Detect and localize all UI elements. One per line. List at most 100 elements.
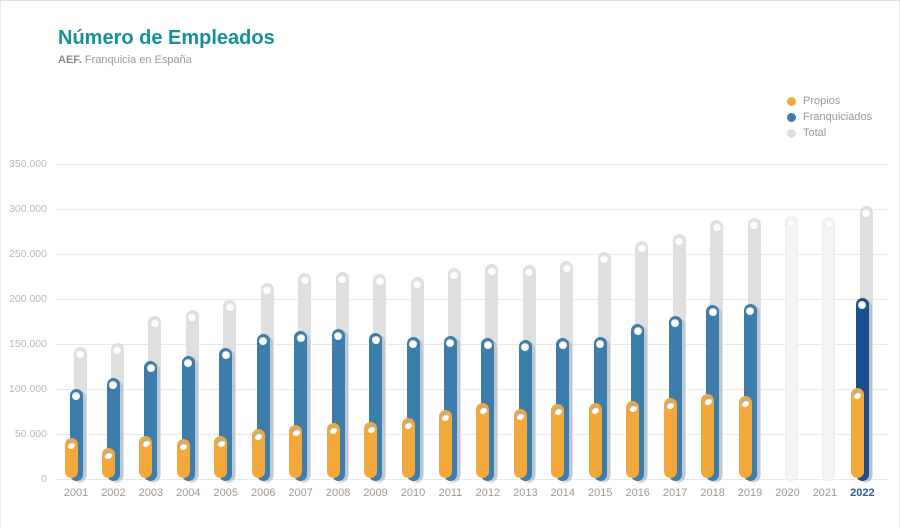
subtitle-text: Franquicia en España: [84, 54, 192, 66]
bar-propios-2002: [101, 448, 115, 478]
bar-hole: [562, 264, 571, 273]
bar-hole: [487, 266, 496, 275]
bar-hole: [633, 327, 642, 336]
gridline: [56, 254, 888, 255]
bar-propios-2007: [289, 425, 303, 478]
bar-hole: [67, 440, 75, 449]
y-axis-label: 300.000: [9, 203, 47, 215]
bar-hole: [671, 319, 680, 328]
bar-hole: [184, 358, 193, 367]
bar-propios-2006: [251, 428, 265, 478]
chart-legend: Propios Franquiciados Total: [787, 93, 872, 141]
bar-hole: [409, 339, 418, 348]
x-axis-label-2004: 2004: [176, 487, 201, 499]
gridline: [56, 344, 888, 345]
bar-propios-2010: [401, 417, 415, 478]
legend-item-propios: Propios: [787, 93, 872, 109]
x-axis-label-2015: 2015: [588, 487, 613, 499]
bar-hole: [637, 243, 646, 252]
x-axis-label-2003: 2003: [138, 487, 164, 499]
x-axis-label-2007: 2007: [288, 487, 313, 499]
x-axis-label-2019: 2019: [737, 487, 763, 499]
bar-hole: [750, 221, 759, 229]
y-axis-label: 200.000: [9, 293, 47, 305]
bar-hole: [862, 209, 871, 218]
bar-total-2020: [784, 216, 798, 481]
bar-propios-2019: [738, 396, 752, 478]
bar-hole: [591, 405, 600, 414]
bar-hole: [296, 334, 305, 343]
bar-hole: [853, 391, 862, 400]
bar-hole: [478, 406, 487, 415]
bar-hole: [366, 425, 375, 434]
legend-dot-total: [787, 128, 796, 138]
bar-hole: [600, 255, 609, 264]
bar-propios-2012: [476, 403, 490, 478]
bar-propios-2005: [214, 435, 228, 478]
gridline: [56, 164, 888, 165]
bar-propios-2001: [64, 437, 78, 478]
y-axis-label: 150.000: [9, 338, 47, 350]
legend-label-propios: Propios: [803, 95, 841, 107]
legend-item-total: Total: [787, 125, 872, 141]
bar-propios-2018: [701, 394, 715, 478]
bar-hole: [516, 411, 525, 420]
bar-hole: [334, 331, 343, 340]
legend-dot-franquiciados: [787, 112, 796, 122]
bar-propios-2011: [438, 409, 452, 478]
bar-hole: [746, 307, 755, 316]
x-axis-label-2005: 2005: [213, 487, 239, 499]
bar-hole: [150, 319, 159, 328]
bar-hole: [179, 441, 188, 450]
gridline: [56, 299, 888, 300]
bar-hole: [413, 279, 422, 288]
x-axis-label-2021: 2021: [812, 487, 838, 499]
bar-hole: [404, 420, 413, 429]
bar-hole: [703, 397, 712, 406]
bar-hole: [553, 407, 562, 416]
legend-label-total: Total: [803, 127, 827, 139]
bar-hole: [216, 438, 225, 447]
x-axis-label-2020: 2020: [775, 487, 800, 499]
bar-hole: [72, 392, 80, 400]
x-axis-label-2017: 2017: [662, 487, 688, 499]
subtitle-source: AEF.: [58, 54, 82, 66]
bar-hole: [104, 451, 113, 460]
bar-hole: [375, 276, 384, 285]
x-axis-label-2022: 2022: [850, 487, 875, 499]
bar-hole: [259, 337, 268, 346]
bar-hole: [113, 346, 122, 355]
bar-hole: [596, 339, 605, 348]
bar-hole: [221, 350, 230, 359]
bar-hole: [741, 399, 750, 408]
bar-propios-2014: [551, 404, 565, 478]
bar-hole: [675, 237, 684, 246]
bar-hole: [558, 340, 567, 349]
bar-hole: [712, 222, 721, 231]
x-axis-label-2013: 2013: [513, 487, 538, 499]
bar-propios-2017: [663, 398, 677, 478]
gridline: [56, 209, 888, 210]
bar-hole: [254, 431, 263, 440]
legend-label-franquiciados: Franquiciados: [803, 111, 873, 123]
gridline: [56, 434, 888, 435]
bar-hole: [708, 308, 717, 317]
bar-hole: [824, 220, 833, 229]
bar-hole: [787, 219, 796, 228]
bar-propios-2009: [364, 422, 378, 478]
bar-propios-2015: [588, 402, 602, 478]
bar-hole: [188, 312, 197, 321]
x-axis-label-2010: 2010: [400, 487, 426, 499]
bar-hole: [483, 340, 492, 349]
bar-hole: [371, 336, 380, 345]
y-axis-label: 100.000: [9, 383, 47, 395]
bar-hole: [300, 275, 309, 284]
gridline: [56, 389, 888, 390]
bar-total-2021: [822, 217, 836, 481]
bar-hole: [109, 381, 118, 390]
bar-hole: [146, 364, 155, 373]
bar-hole: [441, 412, 450, 421]
bar-hole: [329, 426, 338, 435]
bar-hole: [858, 301, 867, 310]
